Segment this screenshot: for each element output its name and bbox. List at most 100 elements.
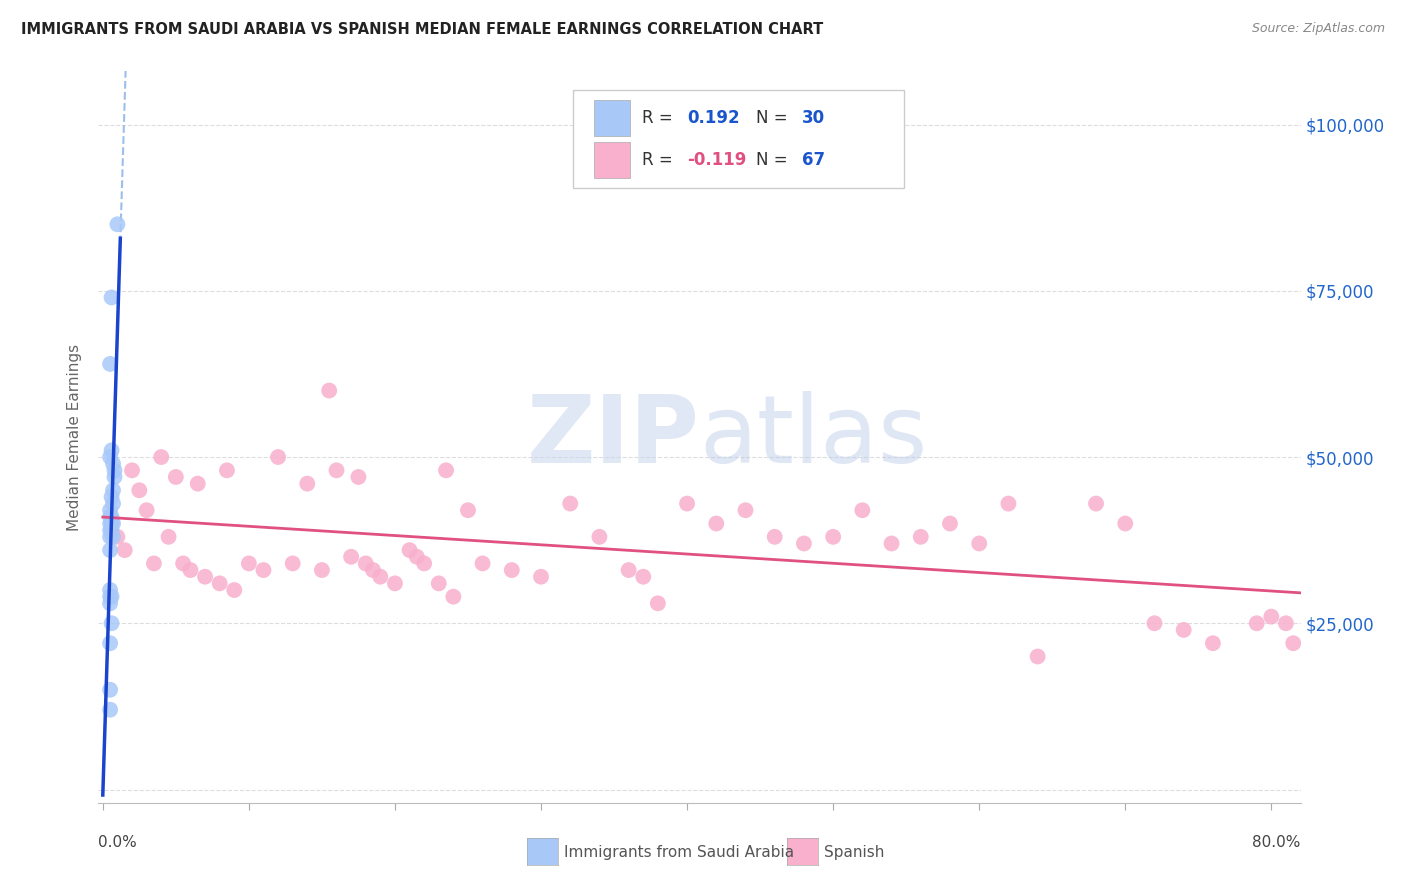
Text: 67: 67 bbox=[801, 151, 825, 169]
Point bbox=[413, 557, 436, 571]
Point bbox=[530, 570, 553, 584]
Text: Immigrants from Saudi Arabia: Immigrants from Saudi Arabia bbox=[564, 846, 794, 860]
Point bbox=[1026, 649, 1049, 664]
Point bbox=[370, 570, 392, 584]
Point bbox=[1173, 623, 1195, 637]
Point bbox=[142, 557, 165, 571]
Point bbox=[165, 470, 187, 484]
Point bbox=[98, 636, 121, 650]
Point bbox=[98, 590, 121, 604]
Point bbox=[398, 543, 420, 558]
Point bbox=[647, 596, 669, 610]
Point bbox=[1085, 497, 1108, 511]
Point bbox=[471, 557, 494, 571]
Text: R =: R = bbox=[641, 151, 678, 169]
Point bbox=[734, 503, 756, 517]
Point bbox=[1275, 616, 1298, 631]
Point bbox=[101, 457, 124, 471]
Text: Source: ZipAtlas.com: Source: ZipAtlas.com bbox=[1251, 22, 1385, 36]
Point bbox=[98, 582, 121, 597]
FancyBboxPatch shape bbox=[593, 100, 630, 136]
Point bbox=[354, 557, 377, 571]
Point bbox=[384, 576, 406, 591]
Point bbox=[1143, 616, 1166, 631]
Point bbox=[910, 530, 932, 544]
Point bbox=[880, 536, 903, 550]
Point bbox=[98, 703, 121, 717]
Point bbox=[457, 503, 479, 517]
Point bbox=[325, 463, 347, 477]
Point bbox=[967, 536, 990, 550]
Point bbox=[98, 523, 121, 537]
Text: 80.0%: 80.0% bbox=[1253, 836, 1301, 850]
Point bbox=[238, 557, 260, 571]
Point bbox=[1114, 516, 1136, 531]
Text: N =: N = bbox=[756, 109, 793, 127]
Point bbox=[1260, 609, 1282, 624]
Point bbox=[98, 357, 121, 371]
Point bbox=[633, 570, 655, 584]
Point bbox=[179, 563, 201, 577]
Text: ZIP: ZIP bbox=[527, 391, 700, 483]
Point bbox=[172, 557, 194, 571]
Point bbox=[100, 290, 122, 304]
Point bbox=[135, 503, 157, 517]
Point bbox=[588, 530, 610, 544]
Point bbox=[441, 590, 464, 604]
Point bbox=[107, 217, 129, 231]
Point bbox=[157, 530, 180, 544]
Text: 30: 30 bbox=[801, 109, 825, 127]
Point bbox=[100, 616, 122, 631]
Point bbox=[347, 470, 370, 484]
Text: 0.192: 0.192 bbox=[688, 109, 740, 127]
Point bbox=[101, 516, 124, 531]
Point bbox=[224, 582, 246, 597]
Point bbox=[252, 563, 274, 577]
Point bbox=[823, 530, 845, 544]
Point bbox=[208, 576, 231, 591]
Point bbox=[267, 450, 290, 464]
Point bbox=[100, 443, 122, 458]
Text: R =: R = bbox=[641, 109, 678, 127]
FancyBboxPatch shape bbox=[574, 90, 904, 188]
Point bbox=[128, 483, 150, 498]
Text: atlas: atlas bbox=[700, 391, 928, 483]
Point bbox=[101, 497, 124, 511]
Point bbox=[100, 509, 122, 524]
Point bbox=[704, 516, 727, 531]
Point bbox=[101, 530, 124, 544]
Point bbox=[281, 557, 304, 571]
Point bbox=[98, 509, 121, 524]
Point bbox=[150, 450, 173, 464]
Point bbox=[121, 463, 143, 477]
Point bbox=[427, 576, 450, 591]
Point bbox=[100, 490, 122, 504]
Point bbox=[311, 563, 333, 577]
FancyBboxPatch shape bbox=[593, 142, 630, 178]
Point bbox=[1282, 636, 1305, 650]
Point bbox=[340, 549, 363, 564]
Point bbox=[676, 497, 699, 511]
Point bbox=[98, 543, 121, 558]
Point bbox=[361, 563, 384, 577]
Point bbox=[501, 563, 523, 577]
Point bbox=[187, 476, 209, 491]
Y-axis label: Median Female Earnings: Median Female Earnings bbox=[67, 343, 83, 531]
Point bbox=[114, 543, 136, 558]
Point bbox=[100, 523, 122, 537]
Point bbox=[194, 570, 217, 584]
Text: Spanish: Spanish bbox=[824, 846, 884, 860]
Point bbox=[617, 563, 640, 577]
Point bbox=[793, 536, 815, 550]
Point bbox=[851, 503, 873, 517]
Point bbox=[98, 596, 121, 610]
Text: -0.119: -0.119 bbox=[688, 151, 747, 169]
Point bbox=[405, 549, 427, 564]
Point bbox=[103, 463, 125, 477]
Text: N =: N = bbox=[756, 151, 793, 169]
Point bbox=[297, 476, 319, 491]
Point bbox=[98, 530, 121, 544]
Point bbox=[1202, 636, 1225, 650]
Point bbox=[997, 497, 1019, 511]
Point bbox=[939, 516, 962, 531]
